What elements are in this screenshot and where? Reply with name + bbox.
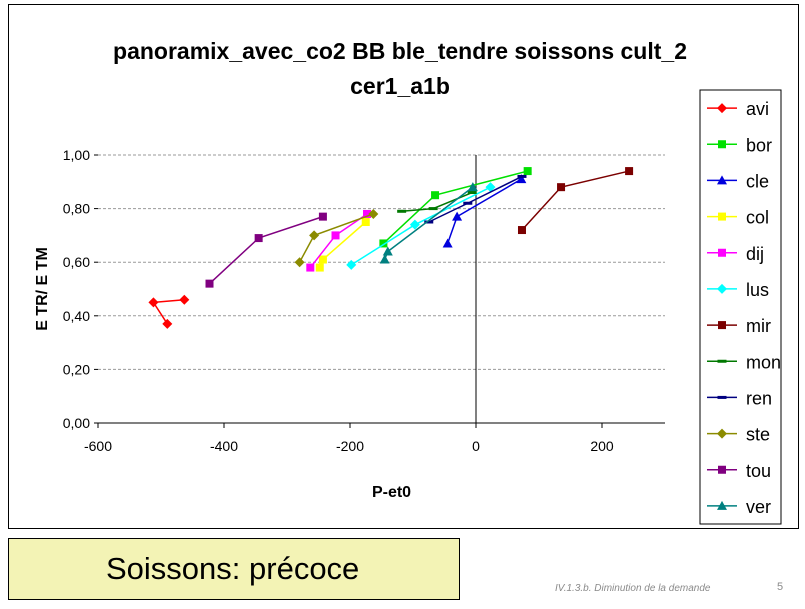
y-tick-label: 1,00 — [63, 147, 90, 163]
legend-label-cle: cle — [746, 171, 769, 191]
y-tick-label: 0,40 — [63, 308, 90, 324]
footer-reference: IV.1.3.b. Diminution de la demande — [555, 583, 711, 594]
data-point-mon — [467, 191, 477, 195]
legend-marker-bor — [718, 140, 726, 149]
x-tick-label: -600 — [84, 438, 112, 454]
x-tick-label: 0 — [472, 438, 480, 454]
legend-label-col: col — [746, 208, 769, 228]
data-point-mon — [428, 207, 438, 211]
data-point-tou — [318, 212, 327, 221]
legend-marker-col — [718, 212, 726, 221]
legend-label-ver: ver — [746, 497, 771, 517]
data-point-mir — [625, 167, 634, 176]
legend-label-lus: lus — [746, 280, 769, 300]
y-tick-label: 0,20 — [63, 361, 90, 377]
legend-label-ren: ren — [746, 388, 772, 408]
data-point-col — [315, 263, 324, 272]
chart-frame — [8, 4, 799, 529]
data-point-tou — [205, 279, 214, 288]
data-point-ver — [467, 182, 478, 192]
data-point-lus — [346, 259, 357, 270]
data-point-bor — [431, 191, 440, 200]
legend-label-tou: tou — [746, 461, 771, 481]
legend-label-mir: mir — [746, 316, 771, 336]
data-point-mir — [517, 226, 526, 235]
data-point-mon — [397, 209, 407, 213]
data-point-ste — [368, 208, 379, 219]
data-point-cle — [452, 211, 463, 221]
data-point-dij — [363, 209, 372, 218]
data-point-avi — [179, 294, 190, 305]
data-point-col — [318, 255, 327, 264]
x-axis-label: P-et0 — [372, 484, 411, 501]
data-point-ren — [463, 201, 473, 205]
legend-marker-avi — [717, 103, 727, 114]
data-point-tou — [254, 234, 263, 243]
chart-canvas: 0,00 0,20 0,40 0,60 0,80 1,00 -600 -400 -200 0 200… — [34, 89, 782, 525]
legend-marker-dij — [718, 248, 726, 257]
page-number: 5 — [777, 581, 784, 593]
caption-text: Soissons: précoce — [106, 551, 360, 586]
data-point-ren — [517, 174, 527, 178]
legend-label-ste: ste — [746, 425, 770, 445]
legend-marker-mir — [718, 321, 726, 330]
data-point-avi — [162, 318, 173, 329]
data-point-cle — [442, 238, 453, 248]
y-tick-label: 0,00 — [63, 415, 90, 431]
legend-label-bor: bor — [746, 135, 772, 155]
legend-marker-ren — [717, 395, 727, 399]
chart-title-line-2: cer1_a1b — [350, 73, 450, 99]
series-line-mir — [521, 170, 630, 231]
y-axis-label: E TR/ E TM — [34, 247, 51, 331]
data-point-ste — [294, 257, 305, 268]
legend-label-dij: dij — [746, 244, 764, 264]
data-point-avi — [148, 297, 159, 308]
data-point-ver — [382, 246, 393, 256]
legend-label-mon: mon — [746, 352, 781, 372]
data-point-lus — [485, 182, 496, 193]
legend-marker-ver — [717, 500, 727, 510]
legend-marker-mon — [717, 359, 727, 363]
data-point-bor — [523, 167, 532, 176]
x-tick-label: -400 — [210, 438, 238, 454]
data-point-ste — [309, 230, 320, 241]
data-point-ren — [424, 220, 434, 224]
caption-box: Soissons: précoce — [8, 538, 460, 600]
data-point-lus — [409, 219, 420, 230]
data-point-bor — [379, 239, 388, 248]
series-line-bor — [382, 170, 528, 244]
legend-marker-ste — [717, 428, 727, 439]
legend-box — [699, 89, 782, 525]
x-tick-label: 200 — [590, 438, 614, 454]
series-line-ren — [428, 175, 523, 223]
y-tick-label: 0,80 — [63, 201, 90, 217]
legend-marker-tou — [718, 465, 726, 474]
legend-marker-cle — [717, 175, 727, 185]
data-point-dij — [331, 231, 340, 240]
data-point-ver — [379, 254, 390, 264]
chart-title-line-1: panoramix_avec_co2 BB ble_tendre soisson… — [113, 38, 687, 64]
legend-label-avi: avi — [746, 99, 769, 119]
data-point-cle — [516, 174, 527, 184]
legend-marker-lus — [717, 283, 727, 294]
y-tick-label: 0,60 — [63, 254, 90, 270]
series-line-avi — [152, 298, 185, 325]
data-point-col — [361, 218, 370, 226]
data-point-mir — [557, 183, 566, 192]
x-tick-label: -200 — [336, 438, 364, 454]
data-point-dij — [306, 263, 315, 272]
